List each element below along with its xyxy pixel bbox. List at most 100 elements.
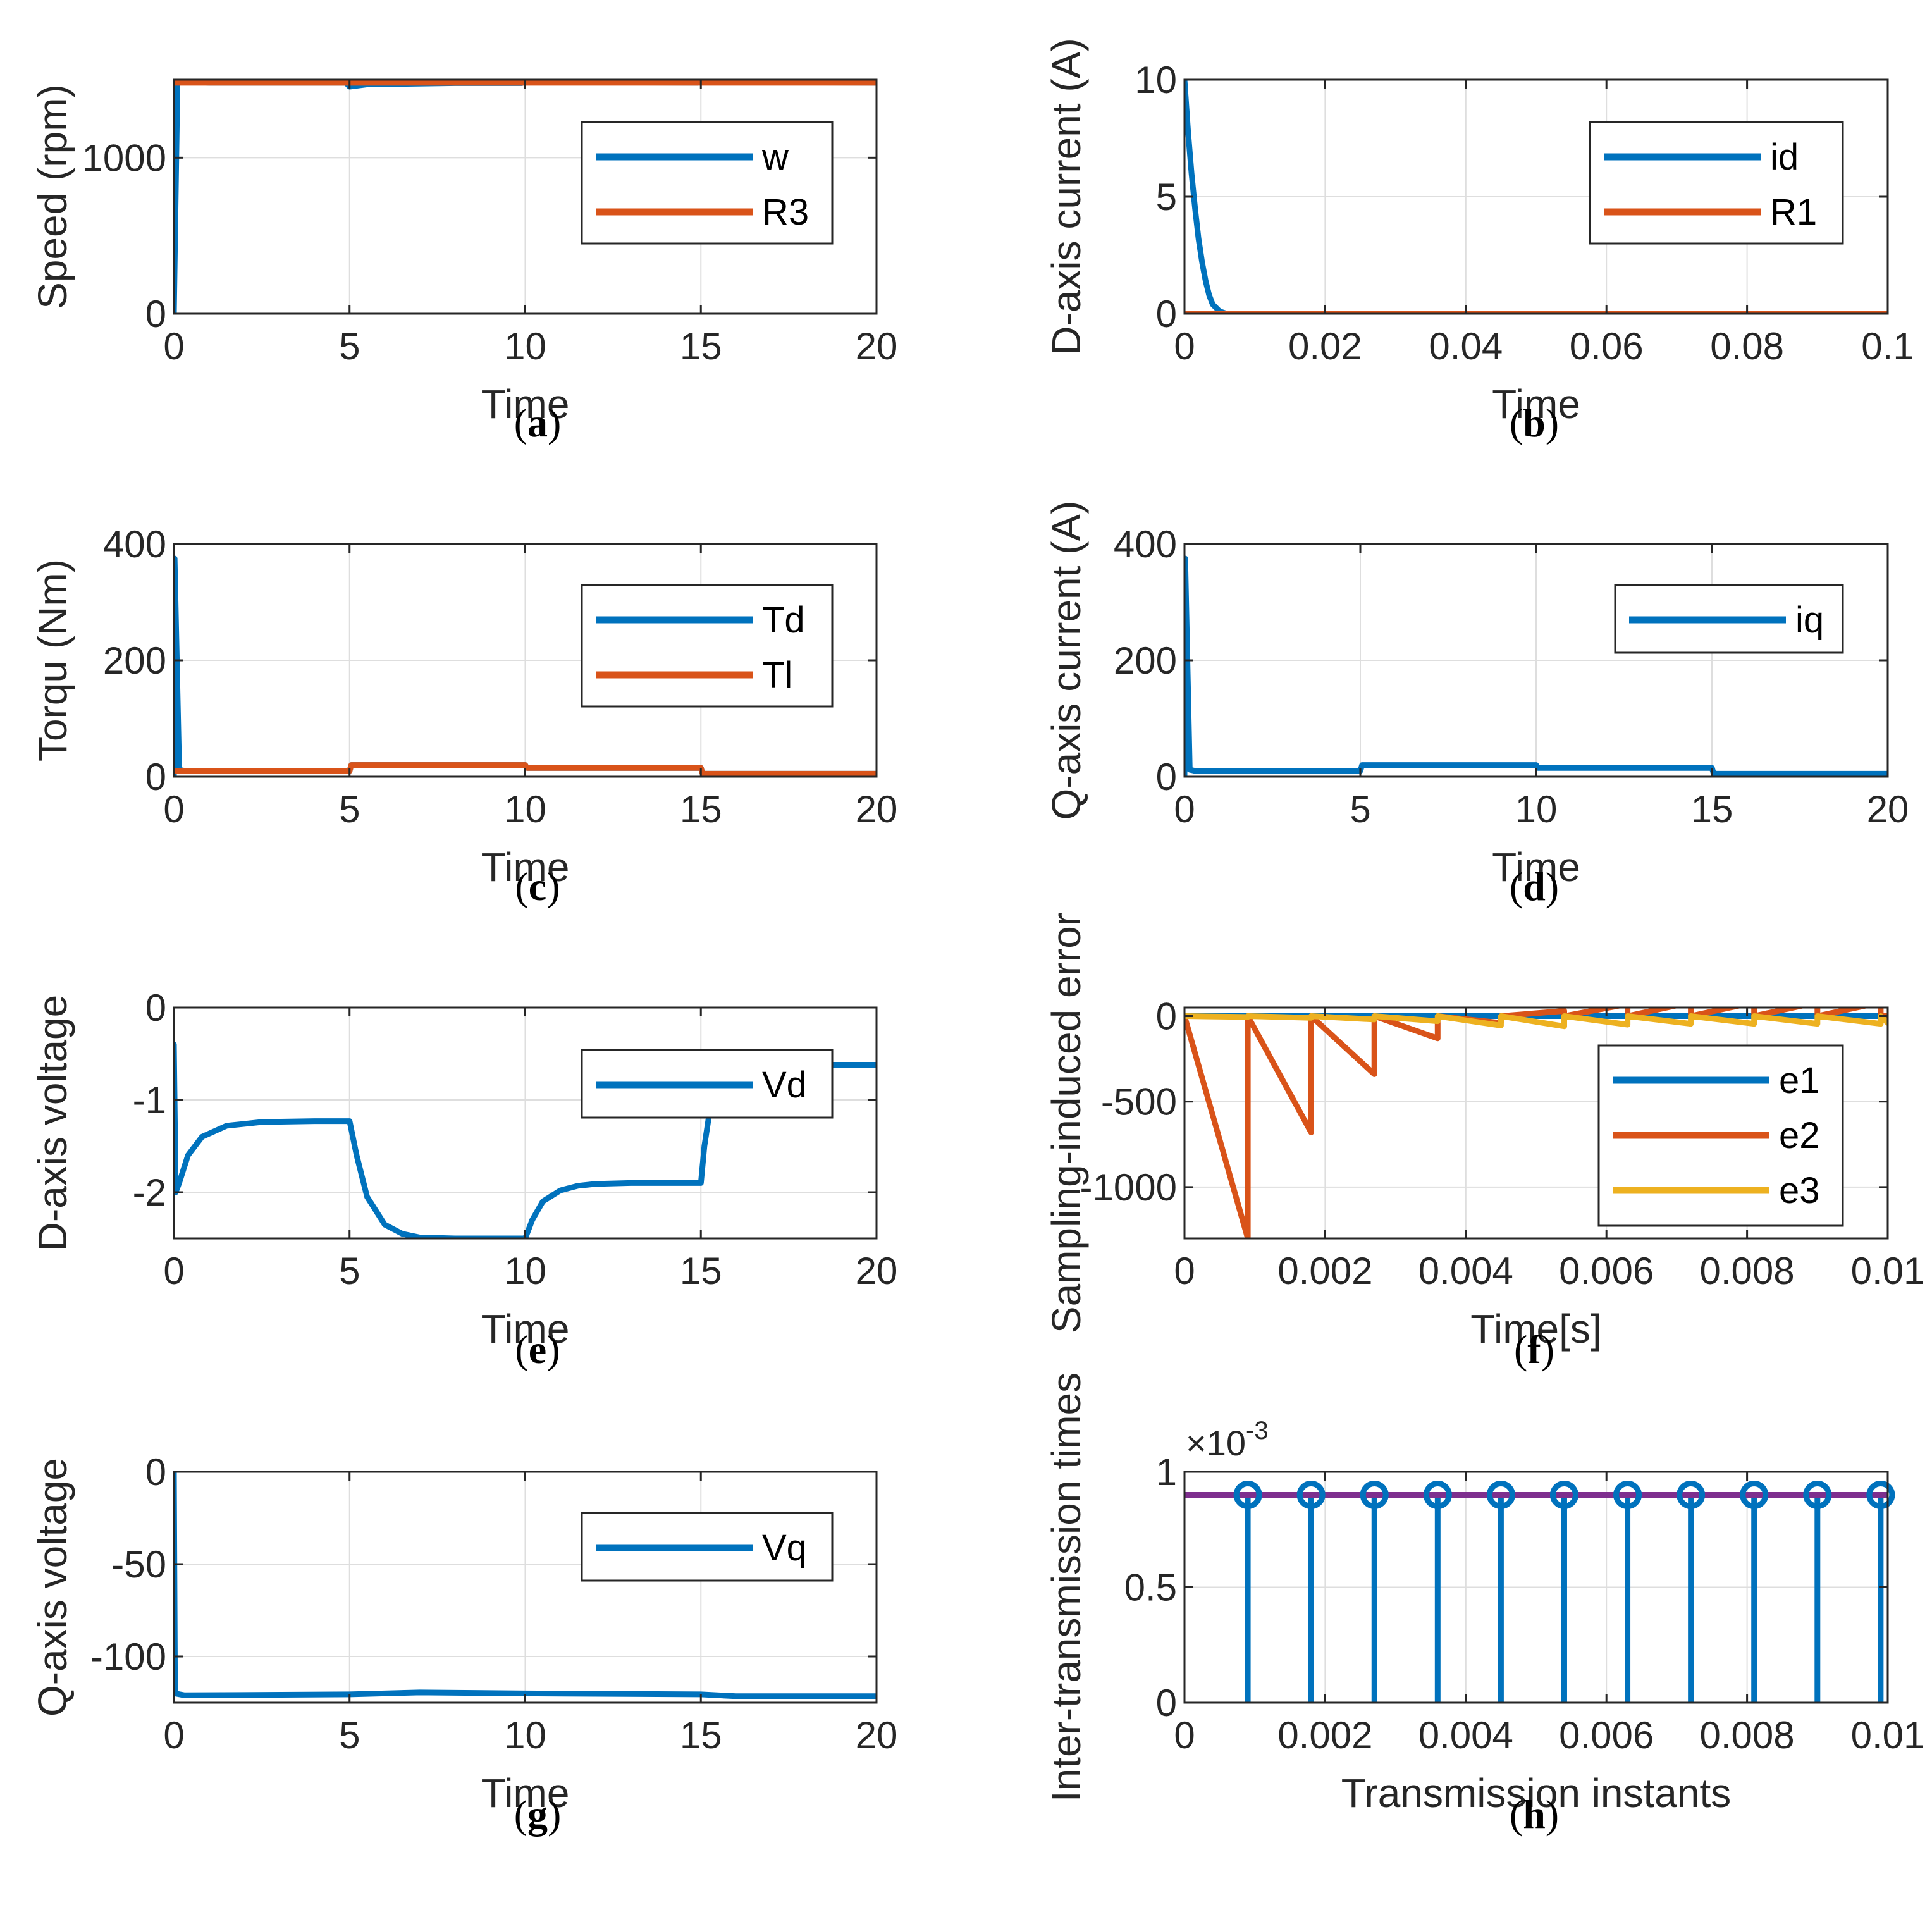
panel-f: 0 0.002 0.004 0.006 0.008 0.01 -1000 -500 0 Time[… [1043, 913, 1924, 1372]
y-tick-label: 0 [1156, 293, 1177, 335]
y-tick-label: 200 [103, 639, 166, 682]
stem-marker [1486, 1481, 1515, 1509]
x-tick-label: 0 [1174, 1714, 1195, 1756]
panel-caption: (h) [1510, 1792, 1559, 1837]
panel-caption: (b) [1510, 400, 1559, 445]
x-tick-label: 15 [1691, 788, 1733, 830]
stem-marker [1233, 1481, 1262, 1509]
caption-close-paren: ) [1541, 1327, 1554, 1372]
y-tick-label: 0 [1156, 1682, 1177, 1724]
x-tick-label: 10 [1515, 788, 1558, 830]
legend-label-e3: e3 [1779, 1170, 1820, 1211]
panel-caption: (e) [515, 1327, 560, 1372]
plot-data [1184, 1008, 1888, 1238]
panel-b: 0 0.02 0.04 0.06 0.08 0.1 0 5 10 Time D-axis curre… [1043, 38, 1914, 445]
caption-letter: b [1523, 400, 1546, 445]
y-tick-label: 200 [1114, 639, 1177, 682]
x-tick-label: 0.004 [1418, 1714, 1513, 1756]
multiplier-exponent: -3 [1246, 1417, 1269, 1445]
panel-caption: (d) [1510, 864, 1559, 909]
x-tick-label: 20 [856, 1250, 898, 1292]
legend-label-R1: R1 [1770, 192, 1817, 233]
legend: Vq [581, 1512, 834, 1582]
y-tick-label: 1 [1156, 1451, 1177, 1493]
caption-open-paren: ( [1510, 1792, 1523, 1837]
axes-box [1183, 1006, 1889, 1240]
y-axis-label: Inter-transmission times [1043, 1372, 1089, 1802]
x-tick-label: 0.01 [1851, 1714, 1925, 1756]
y-axis-label: Speed (rpm) [30, 84, 75, 309]
x-tick-label: 0.002 [1277, 1250, 1372, 1292]
legend-label-iq: iq [1795, 600, 1824, 641]
caption-close-paren: ) [548, 400, 561, 445]
x-axis-label: Time[s] [1470, 1306, 1601, 1352]
y-tick-label: 1000 [82, 137, 166, 179]
legend: Vd [581, 1049, 834, 1119]
panel-g: 0 5 10 15 20 -100 -50 0 Time Q-axis voltage Vq (g) [30, 1451, 897, 1837]
stem-marker [1677, 1481, 1706, 1509]
y-axis-label: D-axis current (A) [1043, 38, 1089, 355]
caption-close-paren: ) [1546, 1792, 1559, 1837]
x-tick-label: 5 [339, 325, 360, 367]
series-line-Vq [174, 1472, 877, 1699]
stem-marker [1613, 1481, 1642, 1509]
y-axis-label: Q-axis voltage [30, 1458, 75, 1717]
x-tick-label: 0.004 [1418, 1250, 1513, 1292]
x-tick-label: 0.04 [1429, 325, 1503, 367]
x-tick-label: 0 [1174, 1250, 1195, 1292]
x-axis-label: Time [481, 1770, 570, 1816]
x-tick-label: 0 [163, 788, 184, 830]
caption-letter: f [1527, 1327, 1541, 1372]
panel-caption: (c) [515, 864, 560, 909]
x-axis-label: Time [481, 381, 570, 427]
panel-e: 0 5 10 15 20 -2 -1 0 Time D-axis voltage Vd (e) [30, 987, 897, 1372]
legend-label-id: id [1770, 137, 1799, 178]
y-axis-label: Q-axis current (A) [1043, 501, 1089, 820]
legend-label-e2: e2 [1779, 1115, 1820, 1156]
y-tick-label: 0 [145, 1451, 166, 1493]
y-tick-label: 0 [145, 987, 166, 1029]
legend: Td Tl [581, 584, 834, 708]
x-tick-label: 20 [856, 325, 898, 367]
stem-marker [1423, 1481, 1452, 1509]
panel-caption: (g) [514, 1792, 562, 1837]
x-axis-label: Time [1492, 844, 1580, 890]
plot-data [1184, 80, 1888, 314]
legend: id R1 [1589, 121, 1844, 245]
plot-data [174, 1472, 877, 1699]
legend-box [581, 584, 834, 708]
x-tick-label: 0.008 [1700, 1714, 1795, 1756]
x-tick-label: 5 [1350, 788, 1370, 830]
caption-close-paren: ) [546, 864, 560, 909]
y-tick-label: -50 [111, 1543, 166, 1586]
y-tick-label: -1 [133, 1079, 166, 1121]
caption-open-paren: ( [1514, 1327, 1527, 1372]
multiplier-base: ×10 [1186, 1423, 1246, 1463]
caption-open-paren: ( [1510, 864, 1523, 909]
caption-letter: h [1523, 1792, 1546, 1837]
y-tick-label: 400 [1114, 523, 1177, 565]
panel-a: 0 5 10 15 20 0 1000 Time Speed (rpm) w R3 (a) [30, 78, 898, 445]
y-tick-label: 0.5 [1124, 1567, 1177, 1609]
caption-close-paren: ) [1546, 864, 1559, 909]
y-axis-label: Torqu (Nm) [30, 559, 75, 762]
y-tick-label: 0 [145, 756, 166, 798]
caption-letter: d [1523, 864, 1546, 909]
y-tick-label: 0 [145, 293, 166, 335]
caption-close-paren: ) [546, 1327, 560, 1372]
legend: w R3 [581, 121, 834, 245]
legend-box [581, 121, 834, 245]
stem-marker [1740, 1481, 1769, 1509]
x-tick-label: 0.006 [1559, 1714, 1654, 1756]
legend-label-Tl: Tl [762, 655, 792, 696]
x-tick-label: 0.08 [1710, 325, 1784, 367]
x-tick-label: 15 [680, 325, 722, 367]
y-tick-label: 10 [1135, 59, 1177, 101]
stem-marker [1360, 1481, 1389, 1509]
x-tick-label: 5 [339, 1250, 360, 1292]
x-tick-label: 10 [504, 1250, 546, 1292]
x-tick-label: 0.02 [1288, 325, 1362, 367]
panel-caption: (f) [1514, 1327, 1554, 1372]
